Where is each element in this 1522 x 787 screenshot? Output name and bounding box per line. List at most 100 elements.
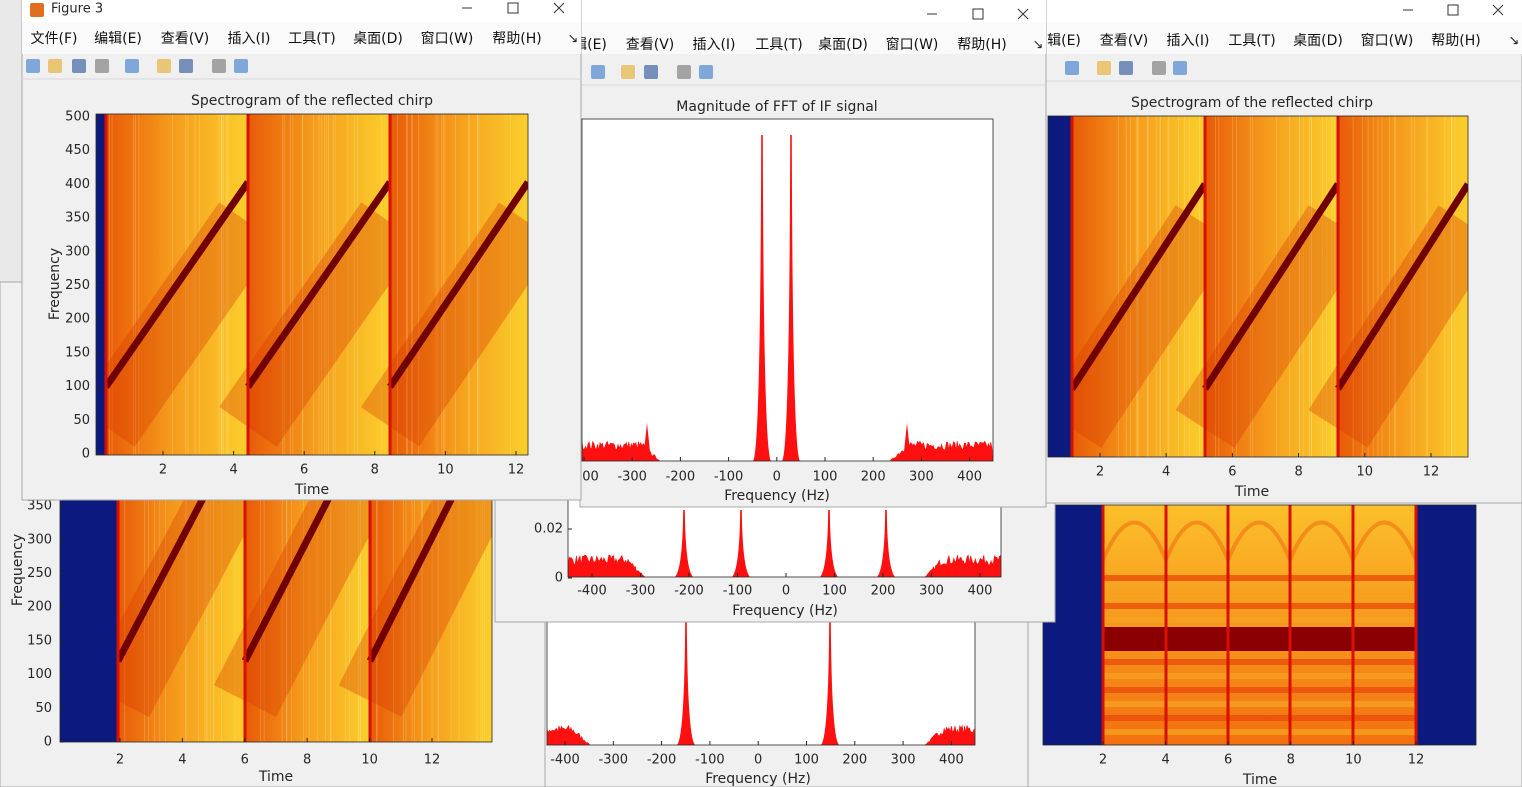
maximize-button[interactable] (507, 2, 519, 14)
chirp-glow (96, 202, 277, 447)
x-tick-label: -200 (674, 584, 704, 599)
toolbar-button[interactable] (1152, 61, 1166, 75)
close-button[interactable] (1017, 8, 1029, 20)
menu-item[interactable]: 窗口(W) (421, 30, 474, 47)
toolbar-button[interactable] (179, 59, 193, 73)
close-button[interactable] (1492, 4, 1504, 16)
toolbar-button[interactable] (591, 65, 605, 79)
maximize-button[interactable] (972, 8, 984, 20)
window-title: Figure 3 (51, 2, 103, 17)
close-button[interactable] (553, 2, 565, 14)
toolbar-button[interactable] (1097, 61, 1111, 75)
menu-item[interactable]: 编辑(E) (94, 31, 142, 47)
toolbar-button[interactable] (48, 59, 62, 73)
toolbar-button[interactable] (1173, 61, 1187, 75)
menu-item[interactable]: 帮助(H) (1431, 33, 1480, 49)
spike (675, 510, 693, 577)
toolbar-button[interactable] (699, 65, 713, 79)
band (1290, 617, 1353, 623)
menu-more[interactable]: ↘ (1509, 34, 1520, 49)
toolbar-button[interactable] (677, 65, 691, 79)
y-tick-label: 350 (27, 499, 52, 514)
spike (821, 620, 839, 745)
plot-title: Spectrogram of the reflected chirp (1131, 95, 1373, 111)
menu-item[interactable]: 工具(T) (288, 31, 335, 47)
y-tick-label: 250 (27, 566, 52, 581)
title-bar (22, 0, 581, 22)
toolbar-button[interactable] (26, 59, 40, 73)
band (1290, 589, 1353, 595)
y-tick-label: 200 (65, 312, 90, 327)
toolbar-button[interactable] (72, 59, 86, 73)
x-tick-label: -200 (647, 753, 677, 768)
x-tick-label: 200 (871, 584, 896, 599)
band (1103, 701, 1166, 707)
plot-area (582, 119, 993, 461)
plot-title: Magnitude of FFT of IF signal (676, 99, 877, 115)
toolbar-button[interactable] (212, 59, 226, 73)
menu-item[interactable]: 插入(I) (1166, 33, 1209, 49)
menu-item[interactable]: 帮助(H) (957, 37, 1006, 53)
x-tick-label: 8 (1294, 465, 1302, 480)
y-tick-label: 50 (35, 701, 52, 716)
band (1228, 701, 1290, 707)
y-tick-label: 0 (82, 447, 90, 462)
menu-item[interactable]: 桌面(D) (353, 31, 403, 47)
menu-item[interactable]: 查看(V) (1100, 33, 1149, 49)
menu-item[interactable]: 查看(V) (161, 31, 210, 47)
y-tick-label: 0 (555, 571, 563, 586)
toolbar-button[interactable] (621, 65, 635, 79)
dark-band (1103, 627, 1166, 651)
y-tick-label: 300 (27, 532, 52, 547)
x-tick-label: 300 (891, 753, 916, 768)
arc (1226, 520, 1292, 561)
menu-item[interactable]: 插入(I) (692, 37, 735, 53)
band (1290, 575, 1353, 581)
x-tick-label: 2 (159, 463, 167, 478)
menu-item[interactable]: 工具(T) (1228, 33, 1275, 49)
app-icon (30, 3, 44, 17)
menu-item[interactable]: 工具(T) (755, 37, 802, 53)
menu-item[interactable]: 插入(I) (227, 31, 270, 47)
menu-item[interactable]: 桌面(D) (818, 37, 868, 53)
x-tick-label: 10 (437, 463, 454, 478)
spike (782, 135, 800, 461)
chirp-line (103, 180, 251, 389)
x-tick-label: -400 (550, 753, 580, 768)
toolbar-button[interactable] (157, 59, 171, 73)
dark-band (1228, 627, 1290, 651)
toolbar-button[interactable] (125, 59, 139, 73)
title-bar (1046, 0, 1522, 22)
x-tick-label: 4 (178, 753, 186, 768)
toolbar-button[interactable] (1119, 61, 1133, 75)
axes-box (1042, 504, 1477, 746)
toolbar-button[interactable] (95, 59, 109, 73)
menu-more[interactable]: ↘ (568, 32, 579, 47)
menu-item[interactable]: 窗口(W) (1361, 32, 1414, 49)
menu-item[interactable]: 帮助(H) (492, 31, 541, 47)
band (1228, 729, 1290, 735)
toolbar-button[interactable] (644, 65, 658, 79)
band (1103, 729, 1166, 735)
toolbar-button[interactable] (1065, 61, 1079, 75)
menu-more[interactable]: ↘ (1033, 38, 1044, 53)
x-tick-label: 12 (424, 753, 441, 768)
menu-item[interactable]: 文件(F) (31, 31, 78, 47)
band (1166, 701, 1228, 707)
x-axis-label: Time (1234, 484, 1269, 500)
band (1166, 617, 1228, 623)
menu-bar (22, 22, 581, 54)
band (1228, 659, 1290, 665)
band (1166, 659, 1228, 665)
x-tick-label: 6 (300, 463, 308, 478)
noise-floor (924, 554, 1001, 577)
toolbar-button[interactable] (234, 59, 248, 73)
menu-item[interactable]: 桌面(D) (1293, 33, 1343, 49)
y-tick-label: 0 (44, 735, 52, 750)
chirp-line (1202, 182, 1341, 391)
x-tick-label: 2 (1099, 753, 1107, 768)
menu-item[interactable]: 窗口(W) (886, 36, 939, 53)
y-tick-label: 400 (65, 177, 90, 192)
maximize-button[interactable] (1447, 4, 1459, 16)
menu-item[interactable]: 查看(V) (626, 37, 675, 53)
